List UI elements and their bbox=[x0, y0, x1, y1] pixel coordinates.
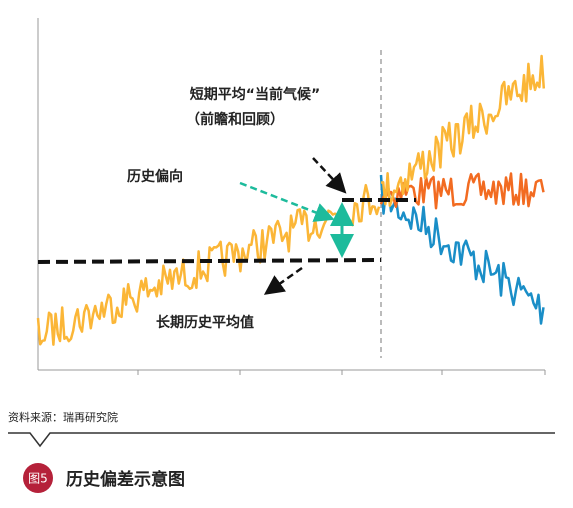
series-line bbox=[36, 183, 381, 346]
badge bbox=[23, 463, 53, 493]
series-line bbox=[380, 54, 546, 207]
bias-pointer bbox=[239, 181, 335, 222]
source: 资料来源：瑞再研究院 bbox=[8, 410, 118, 424]
series-lines bbox=[36, 54, 546, 346]
badge-text: 图5 bbox=[28, 472, 48, 486]
label: （前瞻和回顾） bbox=[186, 111, 284, 128]
long-term-average bbox=[37, 258, 382, 264]
series-line bbox=[379, 174, 545, 325]
short-pointer bbox=[312, 157, 347, 194]
figure-title: 历史偏差示意图 bbox=[66, 469, 185, 490]
divider bbox=[8, 432, 555, 448]
label: 长期历史平均值 bbox=[156, 314, 254, 331]
label: 历史偏向 bbox=[127, 168, 183, 185]
label: 短期平均“当前气候” bbox=[190, 86, 320, 103]
long-pointer bbox=[263, 266, 303, 295]
x-ticks bbox=[137, 370, 546, 375]
